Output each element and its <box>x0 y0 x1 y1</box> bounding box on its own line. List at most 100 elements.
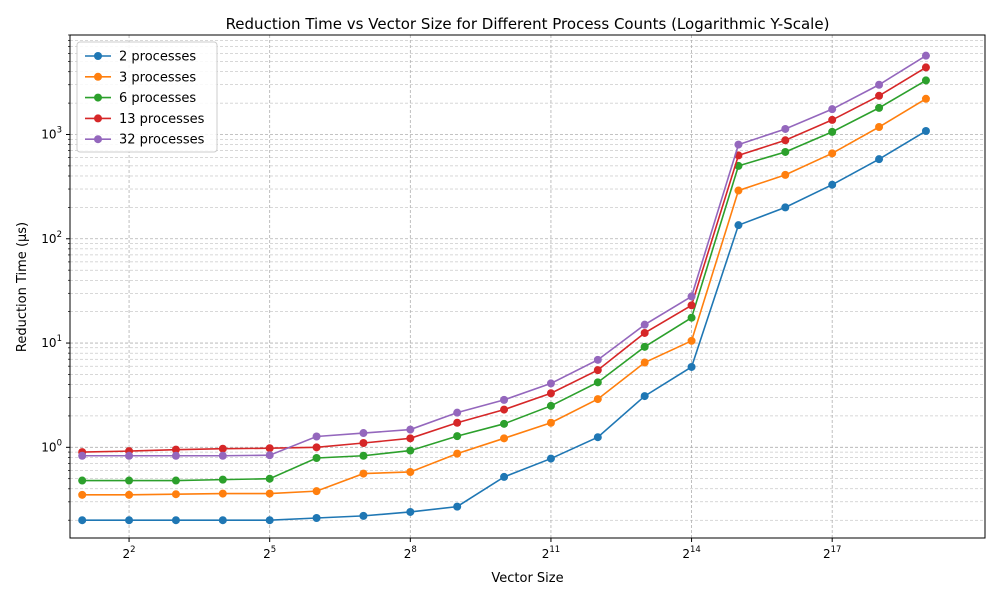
data-point <box>78 490 87 499</box>
chart-title: Reduction Time vs Vector Size for Differ… <box>226 15 830 33</box>
data-point <box>78 451 87 460</box>
x-tick-label: 214 <box>682 545 700 561</box>
x-tick-label: 28 <box>404 545 417 561</box>
data-point <box>687 313 696 322</box>
data-point <box>265 489 274 498</box>
x-tick-label: 211 <box>542 545 560 561</box>
data-point <box>125 476 134 485</box>
legend-label: 32 processes <box>119 133 205 148</box>
y-tick-label: 101 <box>41 334 62 350</box>
data-point <box>828 149 837 158</box>
data-point <box>781 136 790 145</box>
data-point <box>921 76 930 85</box>
data-point <box>218 475 227 484</box>
data-point <box>500 395 509 404</box>
legend-swatch-marker <box>94 52 102 60</box>
data-point <box>640 392 649 401</box>
y-tick-label: 103 <box>41 126 62 142</box>
data-point <box>640 328 649 337</box>
data-point <box>125 516 134 525</box>
data-point <box>218 444 227 453</box>
data-point <box>171 516 180 525</box>
data-point <box>593 378 602 387</box>
plot-frame <box>69 34 986 539</box>
legend-label: 2 processes <box>119 50 196 65</box>
legend-swatch-marker <box>94 93 102 102</box>
data-point <box>828 115 837 124</box>
data-point <box>453 502 462 511</box>
data-point <box>875 80 884 89</box>
data-point <box>171 476 180 485</box>
data-point <box>593 395 602 404</box>
data-point <box>640 342 649 351</box>
data-point <box>500 419 509 428</box>
x-tick-label: 25 <box>263 545 276 561</box>
legend-swatch-marker <box>94 72 102 81</box>
data-point <box>546 379 555 388</box>
data-point <box>687 362 696 371</box>
data-point <box>312 513 321 522</box>
data-point <box>921 51 930 60</box>
data-point <box>687 336 696 345</box>
data-point <box>546 454 555 463</box>
data-point <box>593 355 602 364</box>
legend-label: 3 processes <box>119 70 196 85</box>
legend-swatch-marker <box>94 135 102 144</box>
series-layer <box>78 51 930 525</box>
legend: 2 processes 3 processes 6 processes 13 proc… <box>76 41 218 153</box>
data-point <box>781 147 790 156</box>
data-point <box>921 63 930 72</box>
data-point <box>312 487 321 496</box>
data-point <box>359 469 368 478</box>
data-point <box>875 123 884 132</box>
data-point <box>875 91 884 100</box>
y-axis-label: Reduction Time (µs) <box>15 222 30 352</box>
data-point <box>359 439 368 448</box>
data-point <box>78 516 87 525</box>
data-point <box>171 445 180 454</box>
data-point <box>781 170 790 179</box>
data-point <box>406 467 415 476</box>
data-point <box>734 140 743 149</box>
data-point <box>265 516 274 525</box>
data-point <box>921 94 930 103</box>
data-point <box>218 516 227 525</box>
data-point <box>125 451 134 460</box>
data-point <box>265 474 274 483</box>
legend-label: 13 processes <box>119 112 205 127</box>
data-point <box>265 451 274 460</box>
data-point <box>125 490 134 499</box>
legend-label: 6 processes <box>119 91 196 106</box>
data-point <box>640 358 649 367</box>
data-point <box>312 443 321 452</box>
data-point <box>546 401 555 410</box>
data-point <box>406 446 415 455</box>
legend-box <box>76 41 218 153</box>
data-point <box>500 472 509 481</box>
data-point <box>453 408 462 417</box>
data-point <box>593 366 602 375</box>
data-point <box>359 451 368 460</box>
data-point <box>781 124 790 133</box>
data-point <box>781 203 790 212</box>
data-point <box>546 418 555 427</box>
data-point <box>453 432 462 441</box>
data-point <box>828 180 837 189</box>
data-point <box>218 489 227 498</box>
data-point <box>828 127 837 136</box>
data-point <box>312 432 321 441</box>
y-tick-label: 102 <box>41 230 62 246</box>
data-point <box>687 301 696 310</box>
data-point <box>453 418 462 427</box>
data-point <box>546 389 555 398</box>
x-axis-label: Vector Size <box>491 571 563 586</box>
data-point <box>218 451 227 460</box>
data-point <box>500 405 509 414</box>
data-point <box>593 433 602 442</box>
data-point <box>687 292 696 301</box>
data-point <box>734 186 743 195</box>
data-point <box>78 476 87 485</box>
x-tick-label: 217 <box>823 545 841 561</box>
